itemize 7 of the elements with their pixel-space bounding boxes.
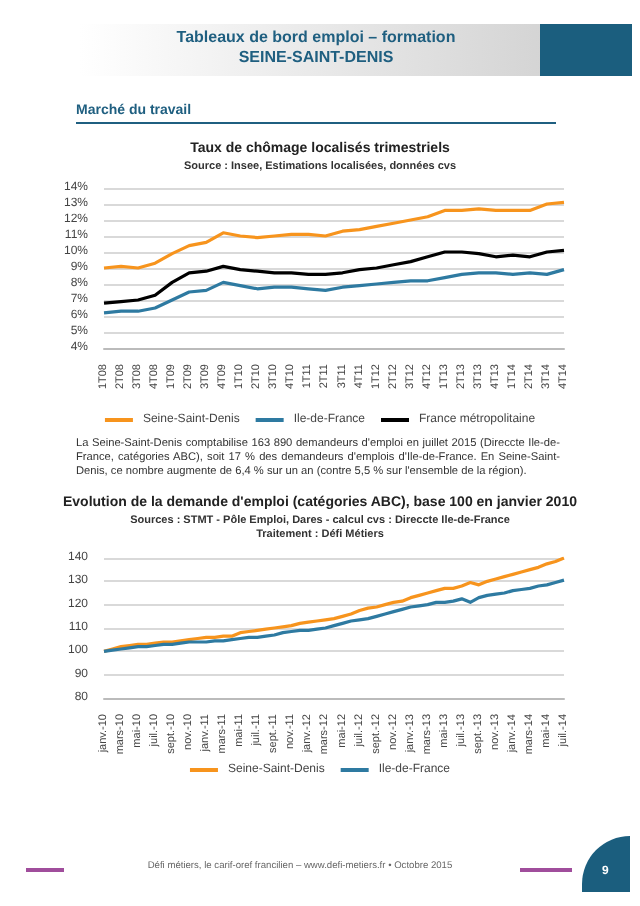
line-series	[102, 200, 566, 270]
text: SEINE-SAINT-DENIS	[236, 48, 396, 68]
line-series	[102, 268, 566, 315]
line-series	[102, 556, 566, 653]
text: Tableaux de bord emploi – formation	[174, 28, 458, 48]
line-series	[102, 578, 566, 653]
line-series	[102, 248, 566, 305]
